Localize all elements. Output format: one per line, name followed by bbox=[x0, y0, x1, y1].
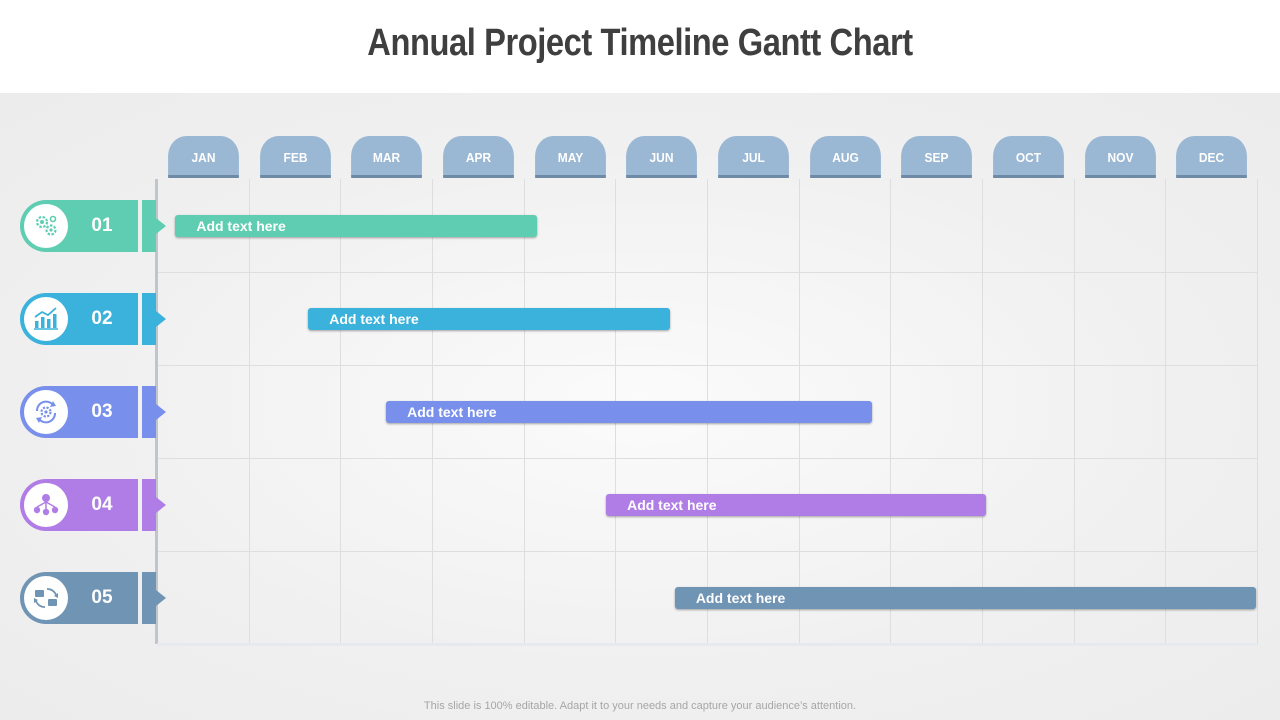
gantt-bar-05: Add text here bbox=[674, 586, 1256, 609]
month-label-mar: MAR bbox=[351, 136, 423, 178]
task-label-pill: 03 bbox=[20, 385, 138, 438]
month-label-dec: DEC bbox=[1176, 136, 1248, 178]
task-arrow-tab bbox=[142, 478, 166, 531]
task-number: 05 bbox=[91, 586, 113, 608]
gantt-bar-label: Add text here bbox=[627, 496, 717, 513]
grid-hline bbox=[157, 272, 1257, 273]
task-label-pill: 04 bbox=[20, 478, 138, 531]
task-arrow-tab bbox=[142, 571, 166, 624]
page-title: Annual Project Timeline Gantt Chart bbox=[367, 22, 913, 64]
gantt-bar-label: Add text here bbox=[196, 217, 286, 234]
grid-vline bbox=[1165, 179, 1167, 644]
bar-chart-icon bbox=[24, 296, 68, 341]
month-label-apr: APR bbox=[443, 136, 514, 178]
month-label-jun: JUN bbox=[626, 136, 698, 178]
grid-vline bbox=[1256, 179, 1258, 644]
task-arrow-tab bbox=[142, 199, 166, 252]
gears-icon bbox=[24, 203, 68, 248]
task-arrow-tab bbox=[142, 292, 166, 345]
gantt-bar-label: Add text here bbox=[407, 403, 497, 420]
grid-vline bbox=[340, 179, 342, 644]
footer-note: This slide is 100% editable. Adapt it to… bbox=[423, 700, 857, 712]
gantt-bar-03: Add text here bbox=[386, 400, 872, 423]
month-label-oct: OCT bbox=[992, 136, 1064, 178]
gantt-bar-01: Add text here bbox=[175, 214, 538, 237]
task-arrow-tab bbox=[142, 385, 166, 438]
sync-folders-icon bbox=[24, 575, 68, 620]
bottom-axis bbox=[157, 643, 1257, 646]
month-label-sep: SEP bbox=[901, 136, 973, 178]
month-label-jul: JUL bbox=[717, 136, 789, 178]
task-number: 04 bbox=[91, 493, 113, 515]
task-label-pill: 01 bbox=[20, 199, 138, 252]
gantt-bar-label: Add text here bbox=[695, 589, 786, 606]
grid-hline bbox=[157, 365, 1257, 366]
month-label-feb: FEB bbox=[259, 136, 331, 178]
grid-vline bbox=[248, 179, 250, 644]
task-label-pill: 02 bbox=[20, 292, 138, 345]
grid-vline bbox=[1073, 179, 1075, 644]
month-label-jan: JAN bbox=[168, 136, 239, 178]
gantt-bar-02: Add text here bbox=[308, 307, 671, 330]
task-number: 01 bbox=[91, 214, 113, 236]
cycle-gear-icon bbox=[24, 389, 68, 434]
title-band bbox=[0, 0, 1280, 93]
grid-hline bbox=[157, 551, 1257, 552]
task-label-pill: 05 bbox=[20, 571, 138, 624]
task-number: 03 bbox=[91, 400, 113, 422]
month-label-nov: NOV bbox=[1084, 136, 1156, 178]
grid-vline bbox=[890, 179, 892, 644]
gantt-bar-label: Add text here bbox=[329, 310, 419, 327]
month-label-may: MAY bbox=[534, 136, 606, 178]
month-label-aug: AUG bbox=[809, 136, 881, 178]
grid-vline bbox=[981, 179, 983, 644]
grid-hline bbox=[157, 458, 1257, 459]
gantt-bar-04: Add text here bbox=[606, 493, 987, 516]
task-number: 02 bbox=[91, 307, 113, 329]
network-icon bbox=[24, 482, 68, 527]
